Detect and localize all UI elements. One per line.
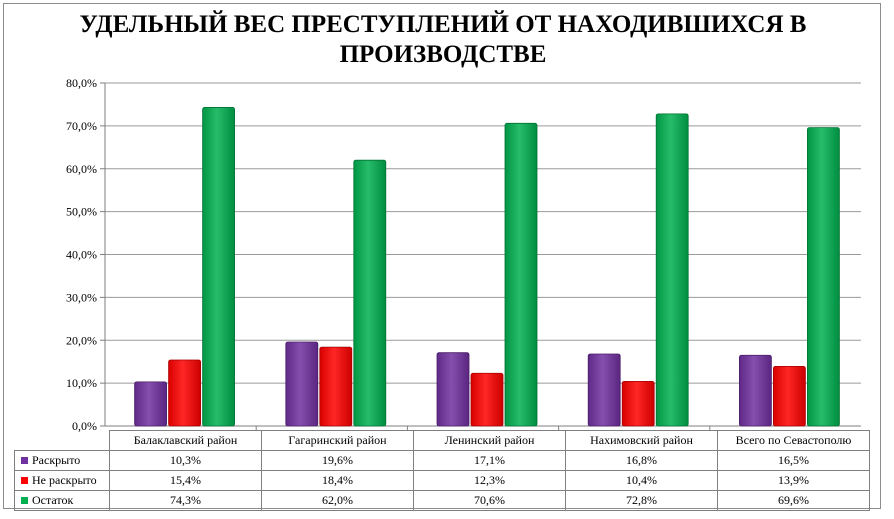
table-header-row: Балаклавский район Гагаринский район Ленин… xyxy=(14,430,870,451)
bar-Раскрыто xyxy=(134,381,168,427)
legend-swatch xyxy=(21,497,28,504)
category-label: Гагаринский район xyxy=(261,430,414,451)
category-label: Ленинский район xyxy=(413,430,566,451)
bar-Не раскрыто xyxy=(621,381,655,427)
y-tick-label: 60,0% xyxy=(66,162,97,176)
table-row: Остаток 74,3% 62,0% 70,6% 72,8% 69,6% xyxy=(14,490,870,511)
bar-Не раскрыто xyxy=(470,372,504,427)
data-label: 74,3% xyxy=(109,490,262,511)
y-tick-label: 70,0% xyxy=(66,119,97,133)
y-tick-label: 40,0% xyxy=(66,248,97,262)
y-tick-label: 50,0% xyxy=(66,205,97,219)
bar-Остаток xyxy=(655,113,689,427)
bar-Не раскрыто xyxy=(773,366,806,427)
data-label: 70,6% xyxy=(413,490,566,511)
data-label: 12,3% xyxy=(413,470,566,491)
series-name: Раскрыто xyxy=(32,453,81,467)
category-label: Всего по Севастополю xyxy=(717,430,870,451)
y-tick-label: 10,0% xyxy=(66,376,97,390)
bar-Раскрыто xyxy=(587,353,621,427)
bar-Не раскрыто xyxy=(168,359,202,427)
bar-Раскрыто xyxy=(436,352,470,427)
bar-Остаток xyxy=(807,127,840,427)
bar-Раскрыто xyxy=(285,341,319,427)
bar-Не раскрыто xyxy=(319,346,353,427)
chart-title: УДЕЛЬНЫЙ ВЕС ПРЕСТУПЛЕНИЙ ОТ НАХОДИВШИХС… xyxy=(79,11,807,68)
data-label: 13,9% xyxy=(717,470,870,491)
data-label: 17,1% xyxy=(413,450,566,471)
y-tick-label: 80,0% xyxy=(66,76,97,90)
series-name: Не раскрыто xyxy=(32,473,97,487)
table-corner xyxy=(14,430,110,451)
series-name: Остаток xyxy=(32,493,74,507)
data-table: Балаклавский район Гагаринский район Ленин… xyxy=(14,430,870,511)
category-label: Балаклавский район xyxy=(109,430,262,451)
legend-entry: Не раскрыто xyxy=(14,470,110,491)
table-row: Раскрыто 10,3% 19,6% 17,1% 16,8% 16,5% xyxy=(14,450,870,471)
data-label: 72,8% xyxy=(565,490,718,511)
data-label: 10,3% xyxy=(109,450,262,471)
data-label: 18,4% xyxy=(261,470,414,491)
y-tick-label: 20,0% xyxy=(66,333,97,347)
y-tick-label: 0,0% xyxy=(72,419,97,433)
category-label: Нахимовский район xyxy=(565,430,718,451)
legend-swatch xyxy=(21,457,28,464)
chart-frame: УДЕЛЬНЫЙ ВЕС ПРЕСТУПЛЕНИЙ ОТ НАХОДИВШИХС… xyxy=(3,3,881,511)
bar-Остаток xyxy=(353,159,387,427)
legend-swatch xyxy=(21,477,28,484)
bar-Раскрыто xyxy=(739,354,772,427)
data-label: 19,6% xyxy=(261,450,414,471)
data-label: 69,6% xyxy=(717,490,870,511)
bar-Остаток xyxy=(504,122,538,427)
data-label: 16,8% xyxy=(565,450,718,471)
plot-area: 0,0% 10,0% 20,0% 30,0% 40,0% 50,0% 60,0% 70,0% 8… xyxy=(66,76,861,433)
legend-entry: Остаток xyxy=(14,490,110,511)
data-label: 16,5% xyxy=(717,450,870,471)
data-label: 15,4% xyxy=(109,470,262,491)
legend-entry: Раскрыто xyxy=(14,450,110,471)
y-tick-label: 30,0% xyxy=(66,290,97,304)
data-label: 62,0% xyxy=(261,490,414,511)
bar-Остаток xyxy=(202,107,236,427)
data-label: 10,4% xyxy=(565,470,718,491)
table-row: Не раскрыто 15,4% 18,4% 12,3% 10,4% 13,9% xyxy=(14,470,870,491)
